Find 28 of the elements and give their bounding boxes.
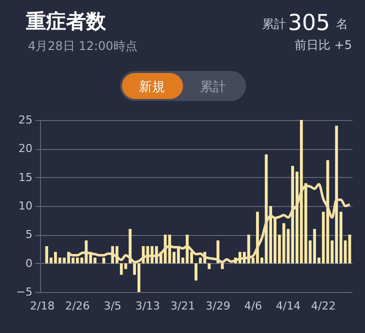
y-tick-label: 20 <box>18 142 32 156</box>
y-tick-label: 0 <box>26 256 32 270</box>
x-tick-label: 4/14 <box>276 300 301 312</box>
x-tick-label: 3/21 <box>170 300 196 312</box>
y-tick-label: 25 <box>18 114 32 126</box>
bar <box>194 263 198 281</box>
chart-title: 重症者数 <box>25 9 107 33</box>
x-tick-label: 2/26 <box>65 300 90 312</box>
x-tick-label: 3/29 <box>206 300 230 312</box>
x-tick-label: 3/13 <box>135 300 160 312</box>
text: 名 <box>336 17 348 31</box>
bar <box>120 263 123 275</box>
x-tick-label: 4/6 <box>244 300 262 312</box>
x-tick-label: 3/5 <box>104 300 122 312</box>
text: 305 <box>288 11 330 36</box>
x-tick-label: 2/18 <box>30 300 55 312</box>
y-tick-label: 15 <box>18 170 32 184</box>
bar <box>282 223 286 264</box>
x-tick-label: 4/22 <box>310 300 336 312</box>
y-tick-label: −5 <box>16 286 32 298</box>
y-tick-label: 10 <box>18 200 32 212</box>
text: 新規 <box>139 80 165 95</box>
y-tick-label: 5 <box>26 228 32 242</box>
chart-subtitle: 4月28日 12:00時点 <box>28 39 138 53</box>
text: 累計 <box>262 17 286 31</box>
text: 累計 <box>200 80 226 95</box>
text: 前日比 +5 <box>294 38 352 52</box>
bar <box>208 263 211 270</box>
